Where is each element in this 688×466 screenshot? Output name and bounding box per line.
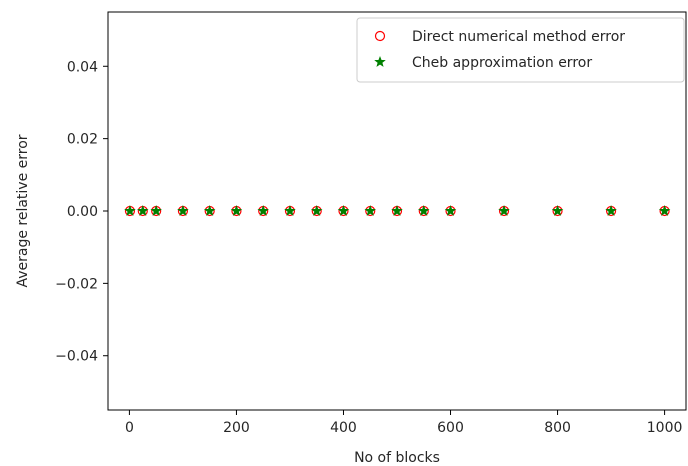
series-2-point: [605, 204, 617, 216]
legend-marker: [374, 55, 386, 67]
series-2-point: [150, 204, 162, 216]
series-2-point: [310, 204, 323, 216]
y-axis-ticks: −0.04 −0.02 0.00 0.02 0.04: [55, 59, 108, 365]
series-2-point: [284, 204, 296, 216]
x-tick-label: 200: [223, 420, 250, 436]
series-2-point: [444, 204, 457, 216]
y-tick-label: −0.02: [55, 276, 98, 292]
series-2-point: [658, 204, 671, 216]
plot-marks: [124, 204, 671, 217]
series-2-point: [551, 204, 564, 216]
x-axis-label: No of blocks: [354, 450, 440, 466]
y-tick-label: −0.04: [55, 349, 98, 365]
series-2-point: [418, 204, 430, 216]
x-tick-label: 0: [125, 420, 134, 436]
legend-marker: [374, 30, 386, 42]
legend-label: Direct numerical method error: [412, 29, 625, 45]
y-tick-label: 0.02: [67, 132, 98, 148]
legend-box: [356, 17, 685, 83]
series-2-point: [391, 204, 403, 216]
legend-label: Cheb approximation error: [412, 55, 592, 71]
series-2-point: [137, 204, 149, 216]
legend: Direct numerical method error Cheb approx…: [356, 17, 685, 83]
series-2-point: [124, 204, 136, 216]
series-2-point: [337, 204, 350, 216]
series-2-point: [203, 204, 216, 216]
series-2-point: [364, 204, 376, 216]
y-tick-label: 0.04: [67, 59, 98, 75]
series-2-point: [498, 204, 510, 216]
series-2-point: [230, 204, 243, 216]
series-2-point: [257, 204, 269, 216]
x-tick-label: 400: [330, 420, 357, 436]
series-2-point: [177, 204, 189, 216]
x-tick-label: 1000: [647, 420, 683, 436]
y-tick-label: 0.00: [67, 204, 98, 220]
x-tick-label: 600: [437, 420, 464, 436]
y-axis-label: Average relative error: [15, 134, 31, 287]
x-tick-label: 800: [544, 420, 571, 436]
x-axis-ticks: 0 200 400 600 800 1000: [125, 410, 682, 436]
